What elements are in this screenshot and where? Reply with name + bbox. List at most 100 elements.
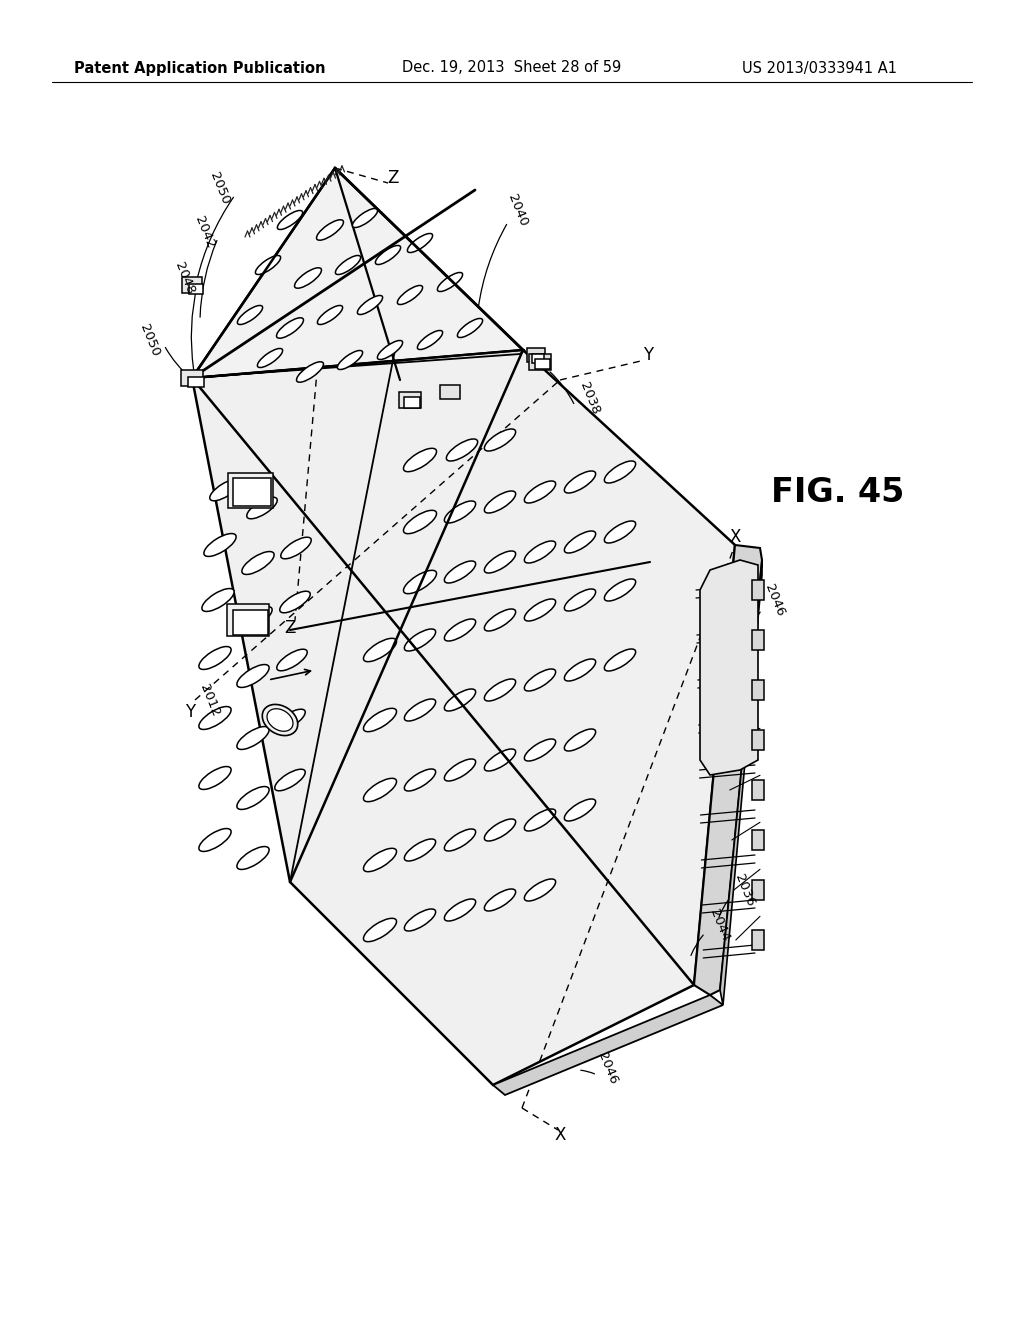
- Polygon shape: [188, 350, 525, 378]
- Ellipse shape: [564, 729, 596, 751]
- Ellipse shape: [604, 521, 636, 543]
- Ellipse shape: [237, 846, 269, 870]
- Text: Dec. 19, 2013  Sheet 28 of 59: Dec. 19, 2013 Sheet 28 of 59: [402, 61, 622, 75]
- Ellipse shape: [444, 561, 476, 583]
- Ellipse shape: [437, 272, 463, 292]
- Ellipse shape: [357, 296, 383, 314]
- Ellipse shape: [297, 362, 324, 383]
- Ellipse shape: [257, 348, 283, 367]
- Ellipse shape: [484, 748, 516, 771]
- Ellipse shape: [364, 779, 396, 801]
- Ellipse shape: [336, 256, 360, 275]
- Bar: [752, 630, 764, 649]
- Ellipse shape: [446, 440, 477, 461]
- Ellipse shape: [524, 599, 556, 620]
- Ellipse shape: [444, 759, 476, 781]
- Ellipse shape: [210, 479, 241, 500]
- Text: X: X: [729, 528, 740, 546]
- Ellipse shape: [484, 609, 516, 631]
- Polygon shape: [700, 560, 758, 775]
- Text: 2040: 2040: [506, 191, 530, 228]
- Ellipse shape: [524, 809, 556, 832]
- Ellipse shape: [604, 579, 636, 601]
- Text: Y: Y: [185, 704, 195, 721]
- Ellipse shape: [404, 840, 435, 861]
- Ellipse shape: [281, 537, 311, 558]
- Ellipse shape: [199, 706, 231, 730]
- Ellipse shape: [524, 669, 556, 690]
- Ellipse shape: [404, 770, 435, 791]
- Bar: [440, 385, 460, 399]
- Text: 2038: 2038: [578, 380, 602, 416]
- Ellipse shape: [317, 305, 343, 325]
- Bar: [227, 473, 272, 507]
- Bar: [529, 354, 551, 370]
- Ellipse shape: [484, 429, 516, 451]
- Text: 2012: 2012: [198, 682, 222, 718]
- Ellipse shape: [278, 210, 303, 230]
- Text: X: X: [554, 1126, 565, 1144]
- Ellipse shape: [237, 726, 269, 750]
- Polygon shape: [493, 995, 723, 1096]
- Bar: [752, 780, 764, 800]
- Ellipse shape: [524, 480, 556, 503]
- Ellipse shape: [484, 491, 516, 513]
- Polygon shape: [193, 350, 735, 1085]
- Ellipse shape: [274, 709, 305, 731]
- Ellipse shape: [564, 659, 596, 681]
- Ellipse shape: [364, 639, 396, 661]
- Ellipse shape: [404, 700, 435, 721]
- Ellipse shape: [199, 767, 231, 789]
- Ellipse shape: [364, 919, 396, 941]
- Ellipse shape: [352, 209, 378, 227]
- Ellipse shape: [604, 461, 636, 483]
- Ellipse shape: [444, 899, 476, 921]
- Ellipse shape: [484, 818, 516, 841]
- Ellipse shape: [262, 705, 298, 735]
- Ellipse shape: [403, 449, 436, 471]
- Ellipse shape: [237, 664, 269, 688]
- Ellipse shape: [408, 234, 432, 252]
- Ellipse shape: [524, 739, 556, 762]
- Ellipse shape: [247, 498, 278, 519]
- Ellipse shape: [564, 589, 596, 611]
- Polygon shape: [720, 560, 762, 1005]
- Ellipse shape: [199, 829, 231, 851]
- Ellipse shape: [564, 471, 596, 492]
- Text: US 2013/0333941 A1: US 2013/0333941 A1: [742, 61, 897, 75]
- Ellipse shape: [274, 770, 305, 791]
- Bar: [182, 277, 202, 293]
- Ellipse shape: [295, 268, 322, 288]
- Text: 2050: 2050: [208, 170, 232, 206]
- Bar: [752, 931, 764, 950]
- Ellipse shape: [202, 589, 234, 611]
- Text: Z: Z: [387, 169, 398, 187]
- Ellipse shape: [242, 552, 274, 574]
- Bar: [532, 354, 544, 363]
- Ellipse shape: [267, 709, 293, 731]
- Bar: [232, 610, 267, 635]
- Ellipse shape: [444, 829, 476, 851]
- Bar: [233, 478, 271, 506]
- Ellipse shape: [403, 511, 436, 533]
- Ellipse shape: [524, 541, 556, 564]
- Text: Patent Application Publication: Patent Application Publication: [75, 61, 326, 75]
- Ellipse shape: [524, 879, 556, 902]
- Ellipse shape: [376, 246, 400, 264]
- Ellipse shape: [337, 351, 362, 370]
- Ellipse shape: [276, 318, 303, 338]
- Ellipse shape: [484, 678, 516, 701]
- Text: 2044: 2044: [708, 907, 732, 942]
- Ellipse shape: [484, 888, 516, 911]
- Polygon shape: [694, 545, 762, 995]
- Ellipse shape: [403, 570, 436, 594]
- Bar: [752, 579, 764, 601]
- Ellipse shape: [397, 285, 423, 305]
- Bar: [752, 730, 764, 750]
- Bar: [752, 830, 764, 850]
- Ellipse shape: [199, 647, 231, 669]
- Ellipse shape: [404, 909, 435, 931]
- Ellipse shape: [444, 502, 476, 523]
- Text: 2048: 2048: [173, 260, 198, 296]
- Ellipse shape: [364, 709, 396, 731]
